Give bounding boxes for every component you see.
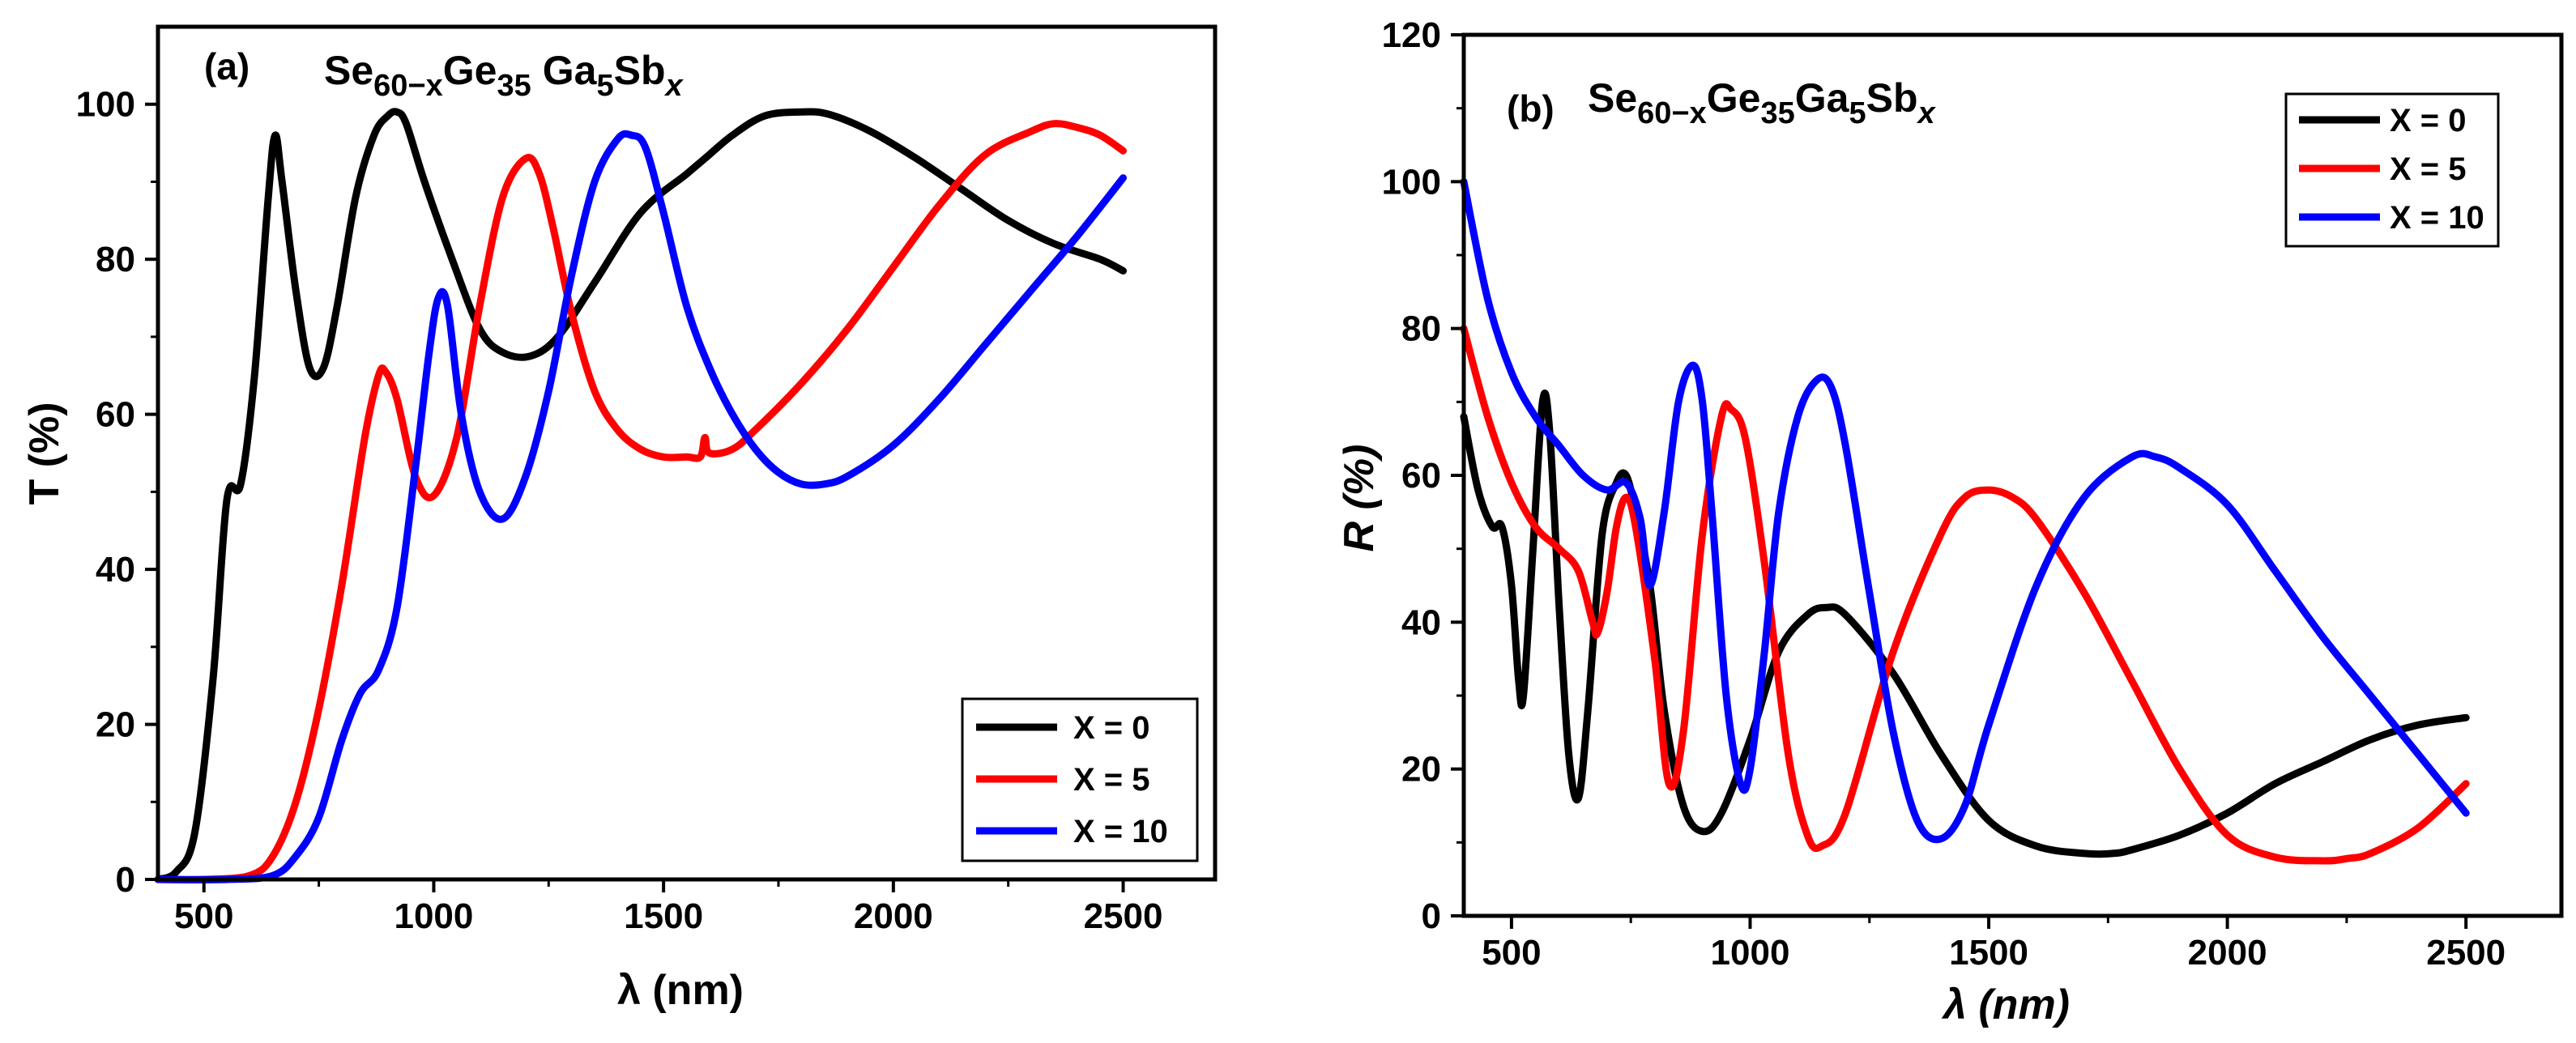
x-tick-label: 1500 bbox=[1949, 933, 2028, 973]
y-axis-title: R (%) bbox=[1336, 445, 1383, 552]
legend-label-x10: X = 10 bbox=[2390, 200, 2484, 236]
legend-label-x10: X = 10 bbox=[1073, 814, 1168, 849]
y-tick-label: 60 bbox=[96, 395, 135, 435]
y-tick-label: 100 bbox=[1382, 162, 1441, 202]
y-tick-label: 100 bbox=[76, 85, 135, 125]
x-tick-label: 1500 bbox=[624, 896, 703, 936]
legend-label-x5: X = 5 bbox=[2390, 151, 2467, 187]
y-tick-label: 120 bbox=[1382, 15, 1441, 55]
series-line-x5 bbox=[154, 120, 1127, 883]
y-tick-label: 80 bbox=[1401, 309, 1441, 349]
series-line-x0 bbox=[1460, 390, 2470, 858]
x-axis: 500 1000 1500 2000 2500 bbox=[1482, 916, 2506, 973]
panel-a-transmittance-chart: 500 1000 1500 2000 2500 0 20 40 60 80 100 (a) Se6… bbox=[21, 24, 1218, 1014]
y-tick-label: 80 bbox=[96, 240, 135, 279]
series-line-x10 bbox=[154, 130, 1127, 883]
legend-label-x0: X = 0 bbox=[2390, 103, 2467, 138]
x-tick-label: 500 bbox=[1482, 933, 1541, 973]
y-tick-label: 20 bbox=[96, 705, 135, 745]
panel-label: (b) bbox=[1507, 87, 1555, 130]
y-axis-title: T (%) bbox=[21, 402, 68, 504]
y-tick-label: 0 bbox=[116, 860, 135, 900]
series-group bbox=[154, 108, 1127, 883]
legend-label-x5: X = 5 bbox=[1073, 762, 1150, 798]
legend: X = 0 X = 5 X = 10 bbox=[2284, 92, 2500, 248]
x-axis: 500 1000 1500 2000 2500 bbox=[174, 879, 1162, 936]
y-axis: 0 20 40 60 80 100 120 bbox=[1382, 15, 1464, 936]
chart-title-formula: Se60−xGe35Ga5Sbx bbox=[1588, 75, 1937, 130]
y-tick-label: 40 bbox=[96, 550, 135, 590]
panel-label: (a) bbox=[204, 45, 249, 87]
series-line-x5 bbox=[1460, 325, 2470, 865]
y-axis: 0 20 40 60 80 100 bbox=[76, 85, 158, 900]
x-tick-label: 500 bbox=[174, 896, 233, 936]
x-tick-label: 1000 bbox=[1711, 933, 1790, 973]
series-line-x10 bbox=[1460, 177, 2470, 844]
x-tick-label: 2500 bbox=[1084, 896, 1163, 936]
y-tick-label: 40 bbox=[1401, 602, 1441, 642]
x-tick-label: 2000 bbox=[2188, 933, 2267, 973]
x-tick-label: 2500 bbox=[2426, 933, 2506, 973]
plot-frame bbox=[156, 24, 1218, 882]
series-line-x0 bbox=[154, 108, 1127, 883]
x-axis-title: λ (nm) bbox=[1941, 981, 2070, 1028]
series-group bbox=[1460, 177, 2470, 865]
y-tick-label: 20 bbox=[1401, 750, 1441, 790]
legend: X = 0 X = 5 X = 10 bbox=[961, 697, 1199, 862]
x-tick-label: 2000 bbox=[854, 896, 933, 936]
y-tick-label: 0 bbox=[1422, 896, 1441, 936]
legend-label-x0: X = 0 bbox=[1073, 710, 1150, 746]
x-axis-title: λ (nm) bbox=[617, 967, 744, 1014]
x-tick-label: 1000 bbox=[394, 896, 473, 936]
y-tick-label: 60 bbox=[1401, 456, 1441, 496]
